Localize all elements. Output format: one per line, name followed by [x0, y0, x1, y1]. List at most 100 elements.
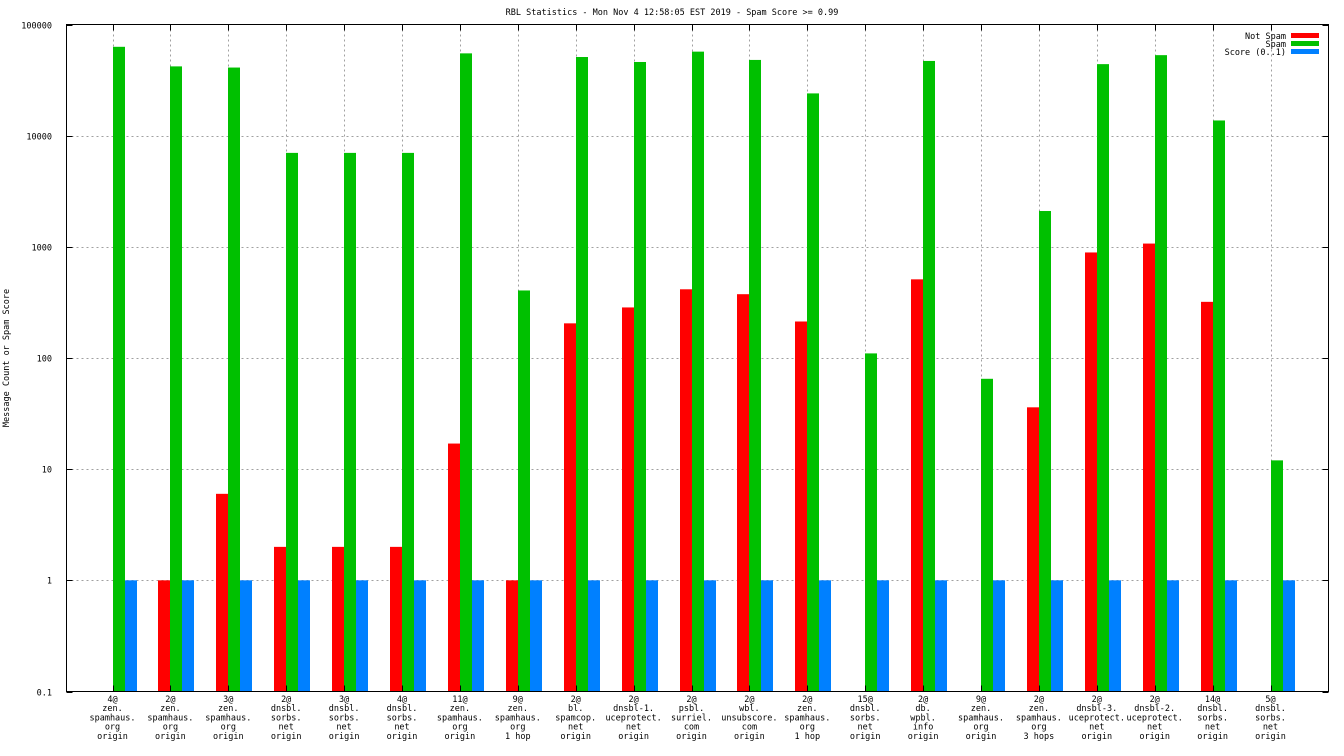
x-tick-label: 2@: [571, 695, 581, 705]
bar-spam: [344, 152, 356, 691]
bar-score: [356, 580, 368, 691]
x-tick-label: org: [452, 723, 467, 733]
x-tick-label: origin: [676, 732, 707, 742]
bar-not-spam: [795, 321, 807, 691]
bar-score: [761, 580, 773, 691]
x-tick-label: uceprotect.: [605, 713, 661, 723]
x-tick-label: dnsbl-3.: [1076, 704, 1117, 714]
legend-swatch: [1291, 33, 1319, 38]
x-tick-label: com: [742, 723, 757, 733]
x-tick-label: origin: [97, 732, 128, 742]
x-tick-label: origin: [1081, 732, 1112, 742]
x-tick-label: dnsbl-1.: [613, 704, 654, 714]
bar-spam: [170, 66, 182, 691]
bar-not-spam: [274, 546, 286, 691]
x-tick-label: org: [1031, 723, 1046, 733]
x-tick-label: 4@: [397, 695, 407, 705]
bar-not-spam: [1201, 301, 1213, 691]
bar-spam: [1271, 460, 1283, 691]
bar-spam: [518, 290, 530, 691]
x-tick-label: 2@: [281, 695, 291, 705]
x-tick-label: origin: [1255, 732, 1286, 742]
x-tick-label: zen.: [508, 704, 528, 714]
bar-score: [704, 580, 716, 691]
x-tick-label: net: [626, 723, 641, 733]
bar-spam: [865, 353, 877, 691]
x-tick-label: origin: [1197, 732, 1228, 742]
x-tick-label: net: [1147, 723, 1162, 733]
bar-spam: [460, 53, 472, 691]
x-tick-label: 2@: [1092, 695, 1102, 705]
x-tick-label: 1 hop: [505, 732, 531, 742]
x-tick-label: 11@: [452, 695, 467, 705]
x-tick-label: 2@: [686, 695, 696, 705]
bar-not-spam: [1143, 243, 1155, 691]
bar-not-spam: [737, 294, 749, 691]
bar-score: [1225, 580, 1237, 691]
bar-score: [182, 580, 194, 691]
x-tick-label: spamhaus.: [1016, 713, 1062, 723]
bar-score: [646, 580, 658, 691]
x-tick-label: net: [1205, 723, 1220, 733]
x-tick-label: origin: [850, 732, 881, 742]
legend-label: Score (0..1): [1225, 48, 1286, 58]
bar-score: [1283, 580, 1295, 691]
bar-score: [935, 580, 947, 691]
x-tick-label: spamhaus.: [89, 713, 135, 723]
bar-not-spam: [564, 323, 576, 691]
x-tick-label: zen.: [160, 704, 180, 714]
x-tick-label: sorbs.: [387, 713, 418, 723]
legend-label: Spam: [1266, 40, 1286, 50]
bar-score: [1051, 580, 1063, 691]
x-tick-label: spamhaus.: [437, 713, 483, 723]
y-tick-label: 100000: [21, 22, 52, 32]
y-tick-label: 1000: [32, 244, 52, 254]
x-tick-label: 2@: [628, 695, 638, 705]
bar-not-spam: [448, 443, 460, 691]
x-tick-label: net: [394, 723, 409, 733]
x-tick-label: origin: [445, 732, 476, 742]
x-tick-label: dnsbl.: [850, 704, 881, 714]
bar-not-spam: [1085, 252, 1097, 691]
bar-spam: [634, 61, 646, 691]
x-tick-label: 2@: [1034, 695, 1044, 705]
x-tick-label: db.: [915, 704, 930, 714]
x-tick-label: bl.: [568, 704, 583, 714]
legend-swatch: [1291, 41, 1319, 46]
x-tick-label: wpbl.: [910, 713, 936, 723]
x-tick-label: sorbs.: [850, 713, 881, 723]
bar-score: [819, 580, 831, 691]
x-tick-label: origin: [329, 732, 360, 742]
x-tick-label: dnsbl.: [1255, 704, 1286, 714]
bar-spam: [981, 378, 993, 691]
x-tick-label: net: [1089, 723, 1104, 733]
bar-not-spam: [911, 279, 923, 691]
x-tick-label: dnsbl.: [271, 704, 302, 714]
x-tick-label: zen.: [971, 704, 991, 714]
bar-not-spam: [332, 546, 344, 691]
x-tick-label: spamhaus.: [495, 713, 541, 723]
x-tick-label: zen.: [797, 704, 817, 714]
x-tick-label: net: [1263, 723, 1278, 733]
x-tick-label: dnsbl.: [387, 704, 418, 714]
bar-spam: [1213, 120, 1225, 691]
bar-spam: [113, 46, 125, 691]
x-tick-label: 2@: [744, 695, 754, 705]
bar-not-spam: [216, 493, 228, 691]
bar-score: [414, 580, 426, 691]
x-tick-label: 3@: [223, 695, 233, 705]
x-tick-label: org: [973, 723, 988, 733]
x-tick-label: zen.: [450, 704, 470, 714]
x-tick-label: org: [800, 723, 815, 733]
bar-not-spam: [622, 307, 634, 691]
x-tick-label: spamhaus.: [205, 713, 251, 723]
x-tick-label: surriel.: [671, 713, 712, 723]
x-tick-label: origin: [387, 732, 418, 742]
x-tick-label: origin: [908, 732, 939, 742]
bar-spam: [692, 51, 704, 692]
chart-title: RBL Statistics - Mon Nov 4 12:58:05 EST …: [506, 8, 839, 18]
bar-spam: [402, 152, 414, 691]
x-tick-label: net: [858, 723, 873, 733]
x-tick-label: com: [684, 723, 699, 733]
